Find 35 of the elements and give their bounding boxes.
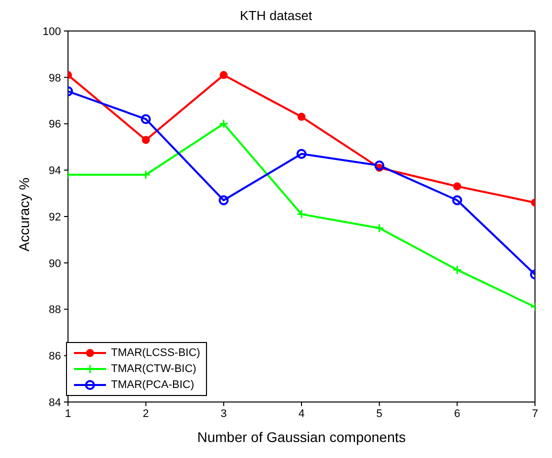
y-tick-label: 90 (48, 258, 61, 270)
point (452, 265, 462, 275)
legend-label: TMAR(PCA-BIC) (111, 378, 194, 393)
y-tick-label: 86 (48, 350, 61, 363)
y-tick-label: 100 (42, 26, 61, 38)
y-tick-label: 98 (48, 72, 61, 84)
point (374, 160, 384, 170)
y-tick-label: 88 (48, 304, 61, 316)
x-tick-label: 4 (298, 408, 305, 420)
x-tick-label: 5 (376, 408, 382, 420)
point (220, 71, 228, 80)
point (374, 223, 384, 233)
x-axis-title: Number of Gaussian components (197, 429, 406, 445)
point (453, 182, 462, 190)
point (452, 195, 462, 206)
point (218, 119, 228, 128)
x-tick-label: 7 (532, 408, 538, 420)
x-tick-label: 6 (454, 408, 460, 420)
point (298, 112, 306, 121)
point (140, 114, 151, 124)
point (296, 209, 306, 219)
legend-label: TMAR(CTW-BIC) (111, 362, 196, 377)
chart-title: KTH dataset (238, 8, 314, 25)
x-tick-label: 3 (220, 408, 227, 420)
y-tick-label: 94 (48, 165, 61, 178)
y-axis-title: Accuracy % (16, 178, 32, 252)
x-tick-label: 2 (142, 408, 149, 420)
y-tick-label: 96 (48, 118, 61, 131)
legend-label: TMAR(LCSS-BIC) (111, 346, 200, 361)
point (218, 195, 229, 206)
point (296, 148, 306, 159)
x-tick-label: 1 (64, 408, 72, 420)
y-tick-label: 92 (48, 211, 61, 224)
y-tick-label: 84 (48, 396, 61, 409)
point (142, 136, 150, 144)
